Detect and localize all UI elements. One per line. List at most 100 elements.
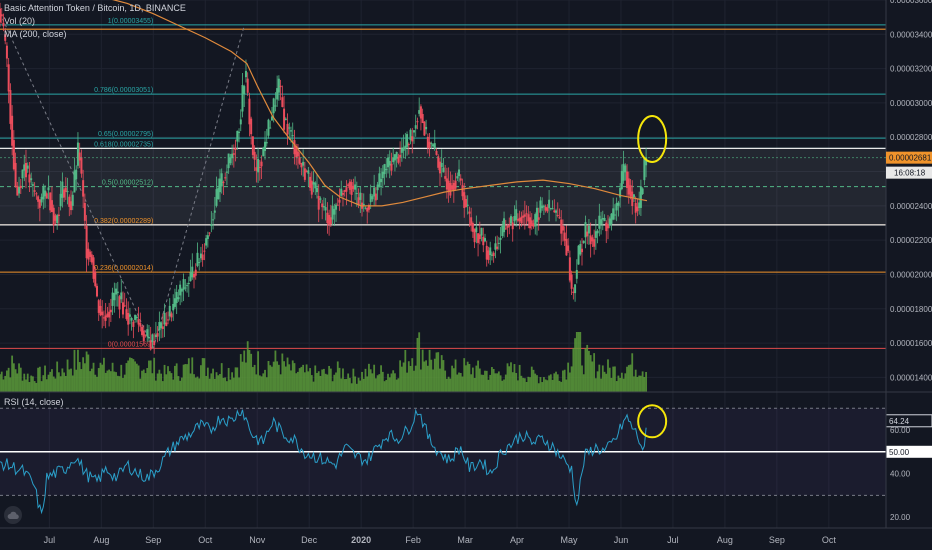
volume-bar [213,378,216,392]
candle-body [111,292,114,306]
candle-body [426,136,429,148]
volume-bar [220,363,223,392]
volume-bar [32,376,34,392]
candle-body [28,174,31,183]
volume-bar [520,375,523,392]
candle-body [406,134,409,147]
volume-bar [142,369,145,392]
volume-bar [71,375,74,392]
candle-body [218,178,221,193]
chart-title: Basic Attention Token / Bitcoin, 1D, BIN… [4,3,186,13]
volume-bar [409,365,412,392]
volume-bar [241,361,244,392]
volume-bar [643,376,646,392]
volume-bar [236,367,239,392]
rsi-legend: RSI (14, close) [4,397,64,407]
candle-body [322,206,325,208]
volume-bar [317,371,320,392]
candle-body [608,218,611,226]
candle-body [199,253,202,259]
volume-bar [291,360,294,392]
volume-bar [475,365,478,392]
volume-bar [593,353,596,392]
volume-bar [83,363,86,392]
candle-body [593,239,596,247]
candle-body [631,191,634,207]
fib-label: 0.5(0.00002512) [102,180,153,187]
candle-body [520,216,523,224]
volume-bar [293,363,296,392]
volume-bar [276,361,279,392]
candle-body [264,141,267,151]
volume-bar [163,364,166,392]
candle-body [80,157,83,174]
volume-bar [497,371,500,392]
volume-bar [127,360,130,392]
candle-body [134,314,137,320]
x-tick-label: Jul [667,535,679,545]
volume-bar [418,332,421,392]
volume-bar [101,364,104,392]
candle-body [303,168,306,180]
volume-bar [134,361,137,392]
candle-body [231,153,234,159]
candle-body [92,257,95,279]
candle-body [64,187,67,193]
volume-bar [186,364,188,392]
volume-bar [248,350,251,392]
candle-body [238,131,241,133]
candle-body [296,151,299,157]
volume-bar [532,369,535,392]
candle-body [196,252,199,266]
candle-body [156,333,159,337]
candle-body [191,266,194,278]
cloud-logo-icon[interactable] [4,506,22,524]
candle-body [210,224,213,227]
candle-body [244,70,247,78]
candle-body [563,232,566,241]
candle-body [180,288,183,292]
x-tick-label: Feb [405,535,421,545]
volume-bar [639,375,642,392]
volume-legend: Vol (20) [4,16,36,26]
volume-bar [615,381,618,392]
volume-bar [33,381,36,392]
candle-body [534,214,537,227]
candle-body [153,341,156,346]
volume-bar [513,364,516,392]
volume-bar [104,372,107,392]
volume-bar [77,349,79,392]
volume-bar [267,361,270,392]
volume-bar [336,361,339,392]
volume-bar [596,371,599,392]
y-tick-label: 0.00003000 [890,99,932,108]
y-tick-label: 0.00003200 [890,65,932,74]
volume-bar [108,369,111,392]
volume-bar [468,364,471,392]
volume-bar [238,377,240,392]
candle-body [206,235,209,240]
candle-body [40,196,43,203]
candle-body [411,136,414,142]
volume-bar [456,374,459,392]
volume-bar [570,366,573,392]
volume-bar [395,379,398,392]
candle-body [641,188,644,195]
y-tick-label: 0.00001400 [890,373,932,382]
candle-body [402,147,405,151]
candle-body [369,193,372,203]
candle-body [466,204,469,206]
volume-bar [340,378,343,392]
volume-bar [343,379,346,392]
candle-body [212,219,215,221]
candle-body [501,225,504,236]
candle-body [172,303,175,311]
volume-bar [338,367,341,392]
candle-body [310,180,313,195]
volume-bar [274,350,277,392]
candle-body [511,222,514,230]
volume-bar [324,373,327,392]
fibonacci-retracement[interactable]: 1(0.00003455) 0.786(0.00003051) 0.65(0.000… [0,18,886,349]
candle-body [336,204,339,206]
